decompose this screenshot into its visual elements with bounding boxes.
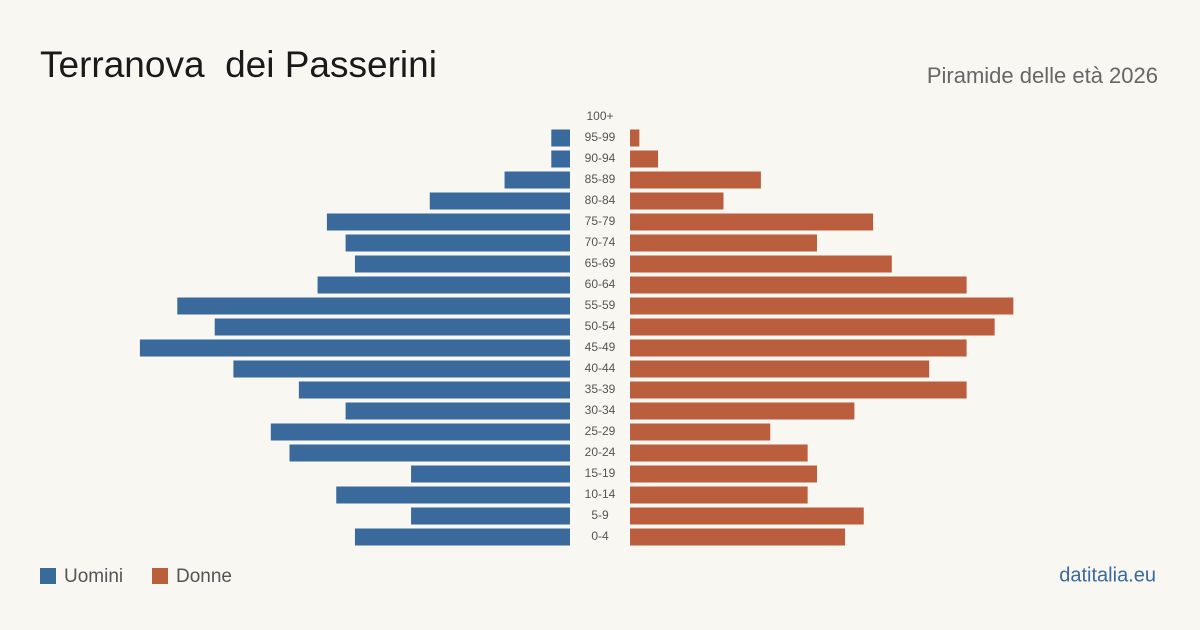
bar (630, 360, 930, 378)
age-label: 60-64 (585, 277, 616, 291)
bar (630, 381, 967, 399)
bar (214, 318, 570, 336)
bar (630, 528, 846, 546)
bar (630, 297, 1014, 315)
bar (336, 486, 570, 504)
age-label: 35-39 (585, 382, 616, 396)
bar (504, 171, 570, 189)
chart-subtitle: Piramide delle età 2026 (927, 63, 1158, 88)
bar (630, 255, 892, 273)
bar (630, 129, 640, 147)
bar (326, 213, 570, 231)
age-label: 30-34 (585, 403, 616, 417)
age-label: 20-24 (585, 445, 616, 459)
bar (298, 381, 570, 399)
bar (630, 171, 761, 189)
age-label: 80-84 (585, 193, 616, 207)
bar (411, 507, 570, 525)
bar (354, 255, 570, 273)
chart-title: Terranova dei Passerini (40, 44, 437, 85)
legend-swatch (152, 568, 168, 584)
legend-label: Uomini (64, 566, 123, 587)
age-label: 5-9 (591, 508, 609, 522)
bar (317, 276, 570, 294)
bar (411, 465, 570, 483)
age-label: 65-69 (585, 256, 616, 270)
bar (630, 507, 864, 525)
bar (630, 339, 967, 357)
age-label: 70-74 (585, 235, 616, 249)
age-label: 85-89 (585, 172, 616, 186)
bar (630, 486, 808, 504)
bar (345, 402, 570, 420)
bar (354, 528, 570, 546)
bar (630, 402, 855, 420)
age-label: 95-99 (585, 130, 616, 144)
age-label: 90-94 (585, 151, 616, 165)
source: datitalia.eu (1059, 564, 1156, 586)
age-label: 15-19 (585, 466, 616, 480)
bar (139, 339, 570, 357)
bar (233, 360, 570, 378)
bar (630, 234, 817, 252)
age-label: 10-14 (585, 487, 616, 501)
bar (630, 192, 724, 210)
age-label: 0-4 (591, 529, 609, 543)
bar (551, 150, 570, 168)
bar (630, 276, 967, 294)
legend-label: Donne (176, 566, 232, 587)
bar (551, 129, 570, 147)
bar (630, 444, 808, 462)
age-label: 100+ (586, 109, 613, 123)
age-label: 25-29 (585, 424, 616, 438)
bar (270, 423, 570, 441)
bar (630, 213, 874, 231)
bar (345, 234, 570, 252)
age-label: 55-59 (585, 298, 616, 312)
bar (177, 297, 571, 315)
bar (429, 192, 570, 210)
age-label: 40-44 (585, 361, 616, 375)
bar (289, 444, 570, 462)
bar (630, 318, 995, 336)
age-label: 45-49 (585, 340, 616, 354)
age-label: 50-54 (585, 319, 616, 333)
age-label: 75-79 (585, 214, 616, 228)
bar (630, 423, 771, 441)
legend-swatch (40, 568, 56, 584)
bar (630, 465, 817, 483)
bar (630, 150, 659, 168)
